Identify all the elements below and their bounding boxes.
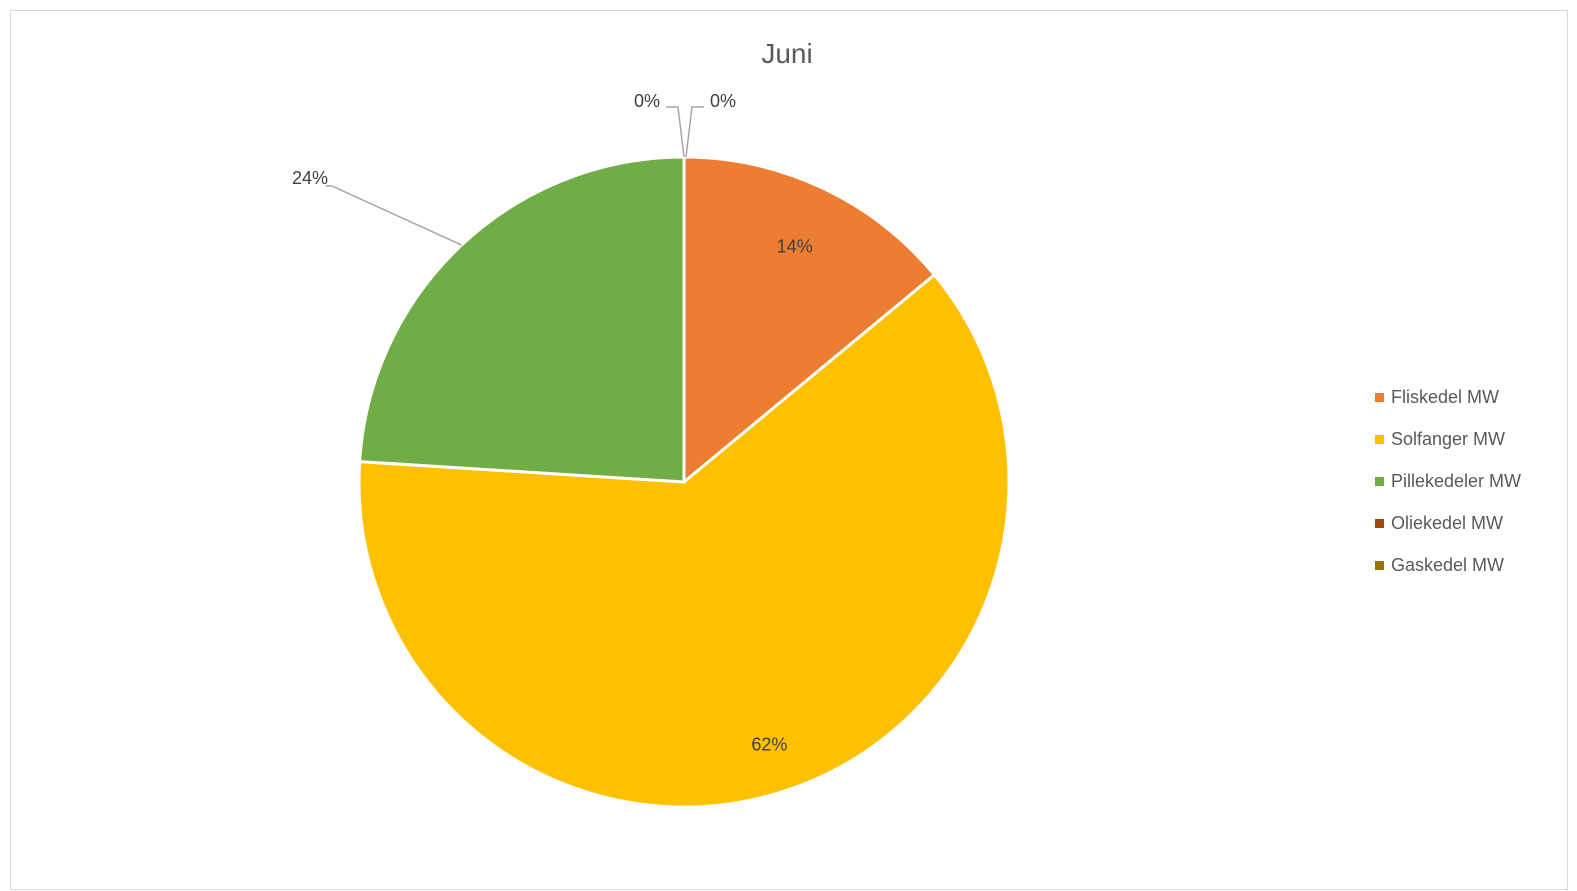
legend-label-gaskedel-mw: Gaskedel MW [1391,555,1504,575]
pie-slices [357,155,1011,809]
legend-marker-oliekedel-mw [1375,519,1384,528]
legend-label-solfanger-mw: Solfanger MW [1391,429,1505,449]
legend-marker-solfanger-mw [1375,435,1384,444]
chart-title: Juni [761,38,812,69]
legend-marker-pillekedeler-mw [1375,477,1384,486]
data-label-pillekedeler-mw: 24% [292,168,328,188]
leader-line-pillekedeler-mw [326,185,462,246]
legend-label-pillekedeler-mw: Pillekedeler MW [1391,471,1521,491]
data-label-solfanger-mw: 62% [751,735,787,755]
pie-slice-solfanger-mw [357,272,1011,809]
leader-line-oliekedel-mw [666,106,685,158]
pie-slice-fliskedel-mw [682,155,937,486]
leader-lines [326,106,704,246]
legend-marker-gaskedel-mw [1375,561,1384,570]
legend-label-oliekedel-mw: Oliekedel MW [1391,513,1503,533]
leader-line-gaskedel-mw [685,106,704,158]
data-label-oliekedel-mw: 0% [634,91,660,111]
data-labels: 14% 62% 24% 0% 0% [292,91,813,755]
pie-slice-pillekedeler-mw [358,155,686,484]
legend-label-fliskedel-mw: Fliskedel MW [1391,387,1499,407]
legend: Fliskedel MW Solfanger MW Pillekedeler MW O… [1375,387,1521,575]
legend-marker-fliskedel-mw [1375,393,1384,402]
data-label-fliskedel-mw: 14% [777,237,813,257]
data-label-gaskedel-mw: 0% [710,91,736,111]
